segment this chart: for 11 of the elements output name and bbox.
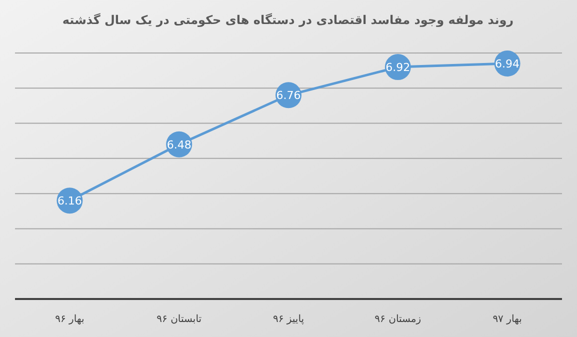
data-label: 6.92 xyxy=(386,61,410,74)
data-label: 6.94 xyxy=(495,58,520,71)
data-label: 6.48 xyxy=(166,138,192,152)
x-tick-label: پاییز ۹۶ xyxy=(272,314,304,325)
chart-title: روند مولفه وجود مفاسد اقتصادی در دستگاه های حکومتی در یک سال گذشته xyxy=(62,13,514,27)
x-tick-label: بهار ۹۷ xyxy=(492,314,522,325)
x-tick-label: زمستان ۹۶ xyxy=(374,314,422,325)
data-label: 6.16 xyxy=(57,194,82,208)
x-tick-label: تابستان ۹۶ xyxy=(156,314,202,325)
data-label: 6.76 xyxy=(276,89,301,102)
x-tick-label: بهار ۹۶ xyxy=(55,314,84,325)
